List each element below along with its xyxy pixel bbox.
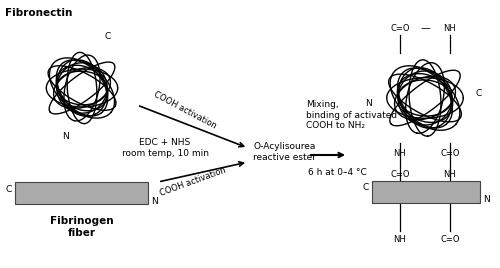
Text: NH: NH [394, 235, 406, 244]
Text: C=O: C=O [390, 170, 410, 179]
Text: Fibronectin: Fibronectin [5, 8, 72, 18]
Text: COOH activation: COOH activation [152, 90, 218, 130]
Text: O-Acylisourea
reactive ester: O-Acylisourea reactive ester [253, 142, 316, 162]
Text: NH: NH [444, 24, 456, 33]
Text: Fibrinogen
fiber: Fibrinogen fiber [50, 216, 114, 238]
Text: C=O: C=O [390, 24, 410, 33]
Text: 6 h at 0–4 °C: 6 h at 0–4 °C [308, 168, 367, 177]
Text: NH: NH [394, 149, 406, 158]
Text: COOH activation: COOH activation [158, 166, 228, 198]
Text: EDC + NHS
room temp, 10 min: EDC + NHS room temp, 10 min [122, 138, 208, 158]
Text: C: C [6, 184, 12, 193]
Text: C=O: C=O [440, 235, 460, 244]
Text: C: C [363, 184, 369, 192]
Text: C=O: C=O [440, 149, 460, 158]
Text: C: C [475, 88, 481, 98]
Bar [15, 182, 148, 204]
Text: C: C [104, 32, 110, 41]
Text: N: N [365, 99, 372, 107]
Bar [372, 181, 480, 203]
Text: N: N [483, 195, 490, 204]
Text: N: N [62, 132, 68, 141]
Text: NH: NH [444, 170, 456, 179]
Text: Mixing,
binding of activated
COOH to NH₂: Mixing, binding of activated COOH to NH₂ [306, 100, 397, 130]
Text: N: N [151, 196, 158, 206]
Text: —: — [420, 23, 430, 33]
